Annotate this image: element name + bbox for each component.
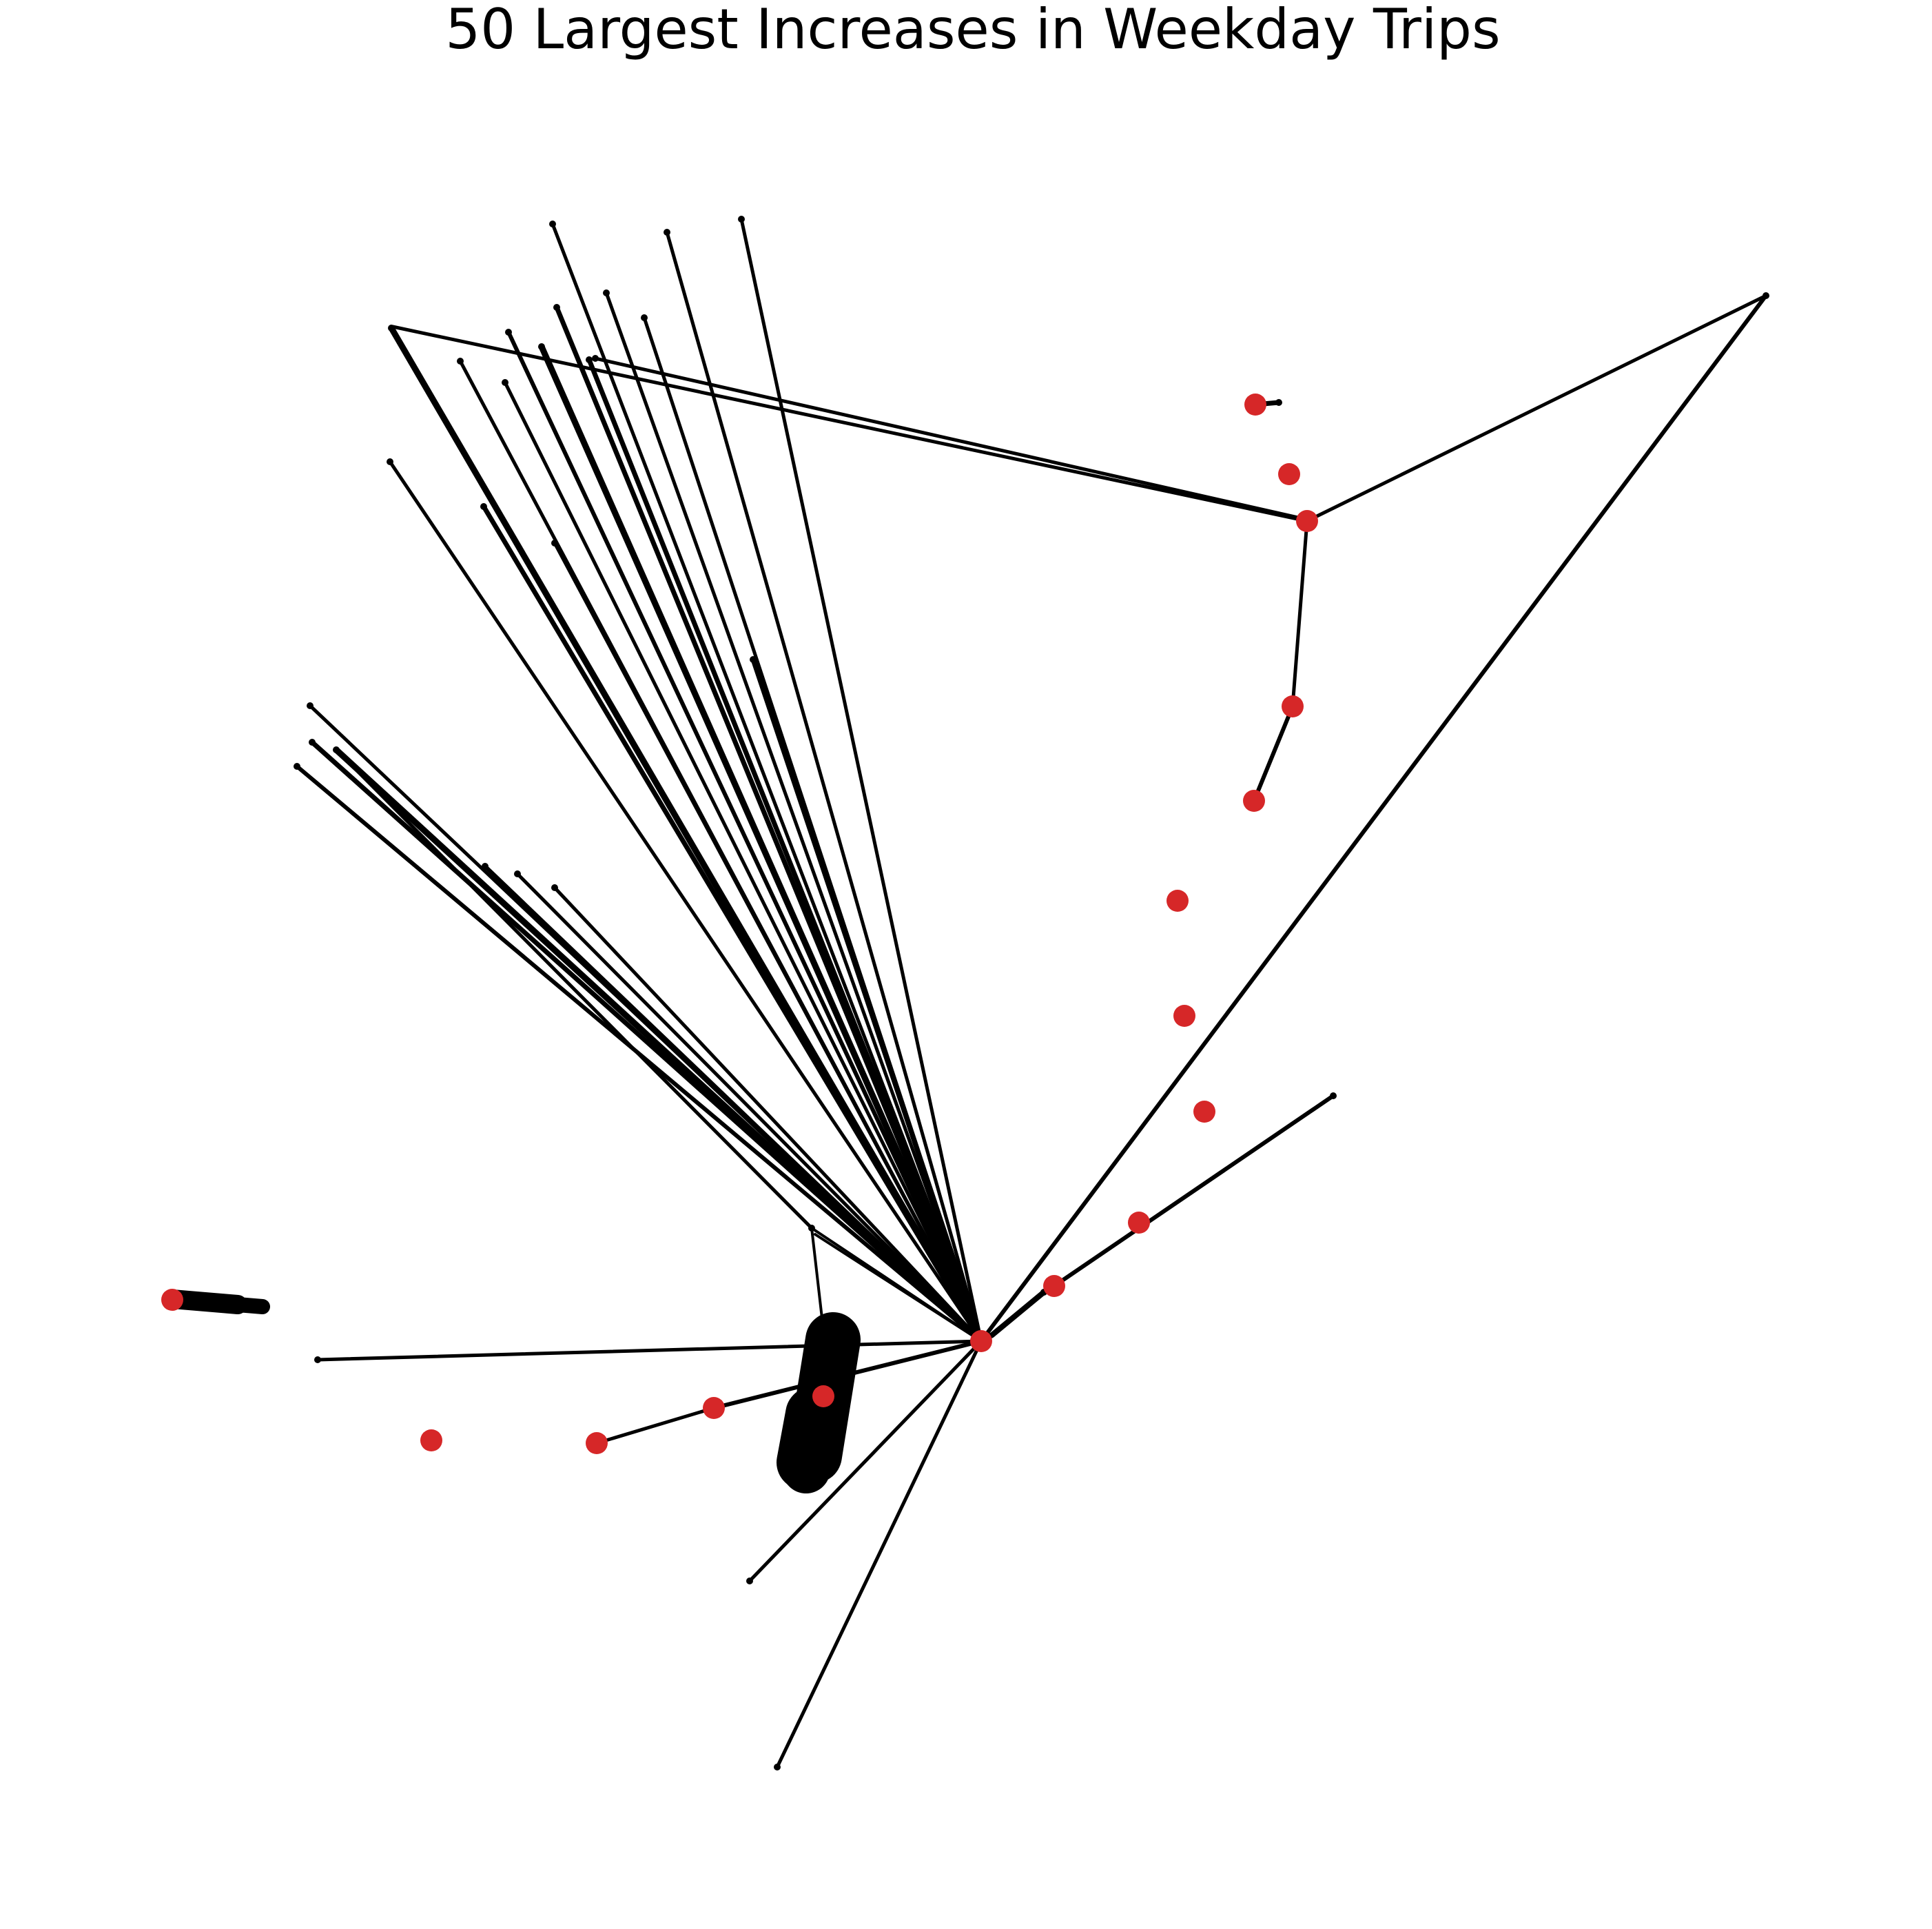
edge-40 [1291, 519, 1309, 708]
station-node-9 [1043, 1275, 1065, 1297]
edge-endpoint-17 [309, 739, 316, 746]
edge-21 [515, 872, 983, 1343]
edge-14 [553, 541, 983, 1343]
thick-edges-layer [163, 1289, 861, 1493]
edge-26 [748, 1339, 983, 1583]
edge-endpoint-4 [641, 314, 648, 321]
edge-endpoint-11 [502, 379, 508, 386]
edge-endpoint-3 [603, 289, 610, 296]
edge-37 [391, 325, 1309, 523]
edge-endpoint-24 [314, 1356, 321, 1363]
edge-endpoint-10 [457, 358, 464, 365]
edge-endpoint-23 [808, 1225, 815, 1232]
station-node-12 [586, 1432, 608, 1454]
endpoints-layer [294, 216, 1769, 1770]
edge-0 [739, 217, 983, 1343]
edge-endpoint-12 [387, 458, 393, 465]
edge-endpoint-0 [738, 216, 745, 223]
edge-endpoint-15 [750, 656, 757, 663]
station-node-4 [1243, 790, 1265, 812]
station-node-15 [161, 1289, 183, 1311]
station-node-13 [420, 1429, 442, 1451]
edge-endpoint-22 [551, 884, 558, 891]
station-node-14 [812, 1385, 834, 1407]
edge-32 [1052, 1094, 1335, 1288]
station-node-1 [1278, 463, 1300, 485]
edge-endpoint-19 [294, 763, 300, 770]
edge-endpoint-30 [1275, 399, 1282, 406]
edge-41 [1252, 704, 1295, 803]
thick-edge-2 [780, 1438, 830, 1493]
edge-15 [750, 657, 984, 1344]
edge-30 [989, 1289, 1047, 1338]
edge-endpoint-21 [514, 870, 521, 877]
edge-18 [333, 746, 985, 1345]
station-node-5 [1167, 890, 1189, 912]
edge-2 [665, 230, 983, 1343]
edge-20 [483, 864, 983, 1343]
edge-22 [553, 886, 983, 1343]
chart-title: 50 Largest Increases in Weekday Trips [445, 0, 1500, 61]
edge-endpoint-28 [1330, 1092, 1337, 1099]
station-node-2 [1296, 510, 1318, 532]
station-node-6 [1173, 1005, 1195, 1027]
edge-endpoint-16 [307, 702, 314, 709]
edge-endpoint-18 [333, 746, 340, 753]
thick-edge-4 [230, 1297, 270, 1314]
edge-28 [979, 294, 1768, 1343]
edge-endpoint-9 [388, 325, 395, 331]
edge-24 [814, 1233, 983, 1343]
edge-endpoint-1 [549, 221, 556, 227]
edge-8 [586, 357, 984, 1344]
edge-endpoint-2 [664, 229, 670, 236]
edge-endpoint-25 [746, 1578, 753, 1584]
edge-endpoint-20 [482, 863, 489, 870]
stations-layer [161, 394, 1318, 1454]
edge-3 [604, 291, 983, 1343]
station-node-3 [1282, 695, 1304, 717]
edge-33 [334, 748, 814, 1230]
edge-11 [503, 380, 983, 1343]
station-node-11 [703, 1397, 725, 1419]
edge-endpoint-27 [1763, 292, 1769, 299]
edge-endpoint-26 [774, 1764, 781, 1770]
edge-endpoint-5 [553, 304, 560, 311]
edge-endpoint-7 [538, 343, 545, 350]
edge-endpoint-29 [592, 355, 599, 362]
station-node-7 [1193, 1101, 1215, 1123]
edge-34 [810, 1227, 825, 1331]
edge-38 [593, 356, 1309, 522]
edge-12 [388, 460, 983, 1343]
station-node-8 [1128, 1212, 1150, 1234]
edge-endpoint-6 [505, 329, 512, 336]
edge-36 [595, 1406, 716, 1445]
edges-layer [295, 217, 1768, 1769]
edge-endpoint-13 [480, 503, 487, 510]
station-node-0 [1244, 394, 1266, 416]
edge-7 [538, 343, 985, 1345]
station-node-10 [970, 1330, 992, 1352]
edge-39 [1305, 294, 1768, 523]
edge-endpoint-14 [551, 540, 558, 547]
edge-27 [775, 1339, 983, 1769]
edge-endpoint-8 [586, 356, 593, 363]
edge-25 [316, 1339, 983, 1362]
edge-13 [481, 504, 984, 1344]
edge-6 [506, 330, 983, 1343]
edge-1 [551, 222, 983, 1343]
